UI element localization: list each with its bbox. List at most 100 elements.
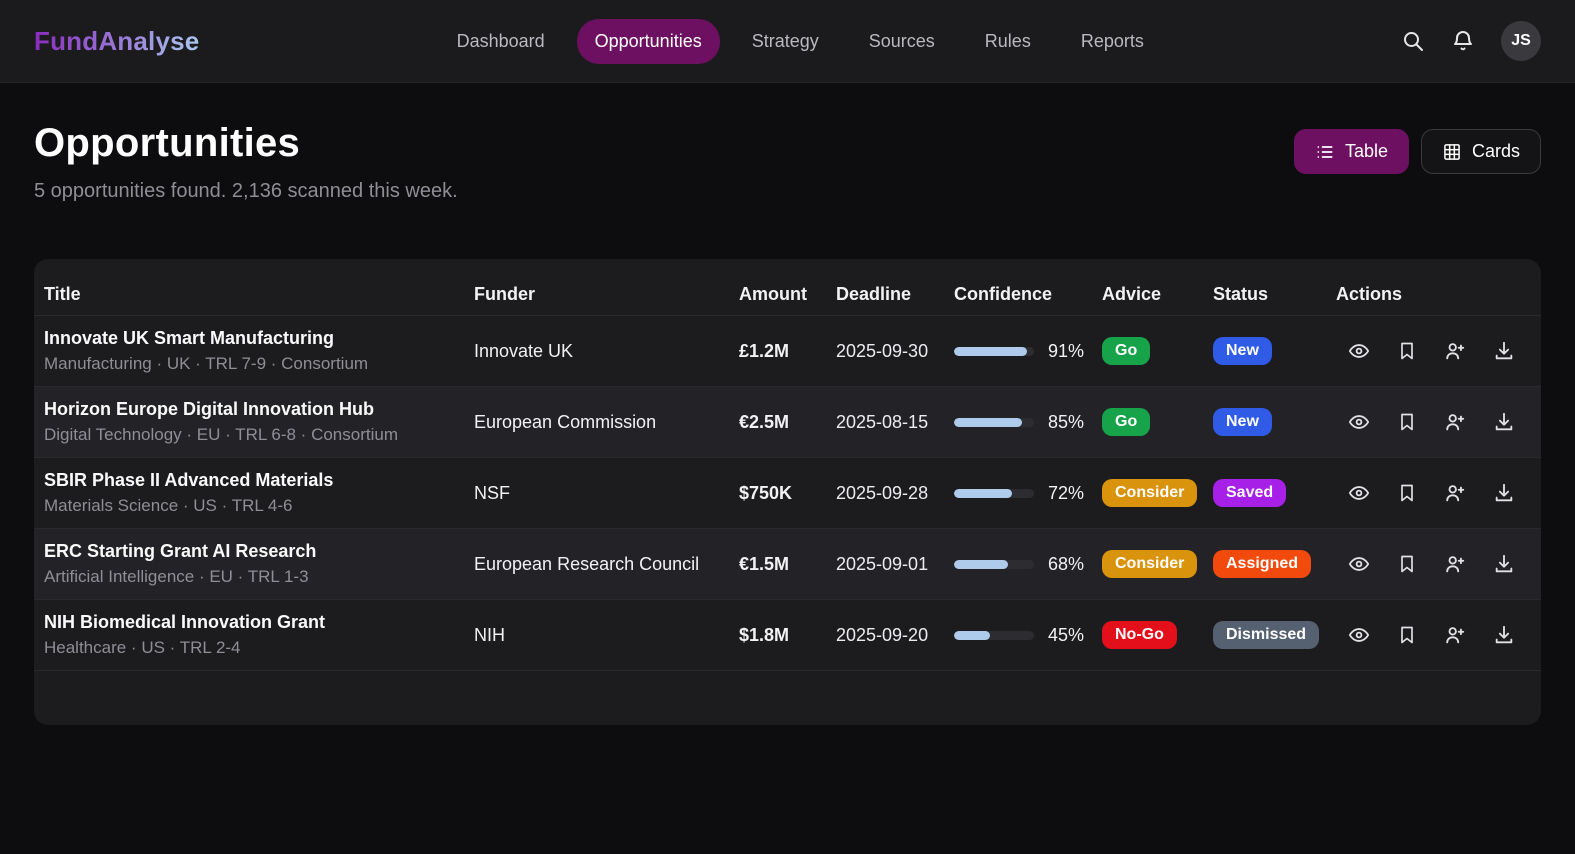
opportunity-title: NIH Biomedical Innovation Grant xyxy=(44,612,326,632)
deadline-date: 2025-09-20 xyxy=(836,624,929,645)
confidence-percent: 45% xyxy=(1048,624,1085,645)
download-button[interactable] xyxy=(1493,624,1515,646)
table-view-button[interactable]: Table xyxy=(1293,129,1409,174)
advice-badge: Consider xyxy=(1102,479,1198,507)
assign-user-button[interactable] xyxy=(1444,553,1466,575)
assign-user-button[interactable] xyxy=(1444,482,1466,504)
opportunity-title: Horizon Europe Digital Innovation Hub xyxy=(44,399,374,419)
page-subtitle: 5 opportunities found. 2,136 scanned thi… xyxy=(34,180,458,202)
table-row[interactable]: Horizon Europe Digital Innovation Hub Di… xyxy=(34,387,1541,458)
nav-item-dashboard[interactable]: Dashboard xyxy=(439,19,563,64)
bell-icon[interactable] xyxy=(1451,29,1475,53)
column-header-title: Title xyxy=(44,283,81,304)
funder-name: Innovate UK xyxy=(474,340,574,361)
download-button[interactable] xyxy=(1493,411,1515,433)
assign-user-button[interactable] xyxy=(1444,624,1466,646)
assign-user-button[interactable] xyxy=(1444,340,1466,362)
table-view-label: Table xyxy=(1344,141,1388,161)
funder-name: European Commission xyxy=(474,411,657,432)
confidence-percent: 72% xyxy=(1048,482,1085,503)
confidence-bar xyxy=(954,417,1034,427)
confidence-bar xyxy=(954,488,1034,498)
row-actions xyxy=(1326,411,1541,433)
opportunities-table: Title Funder Amount Deadline Confidence Advic… xyxy=(34,259,1541,725)
status-badge: New xyxy=(1213,408,1272,436)
download-button[interactable] xyxy=(1493,340,1515,362)
amount-value: $1.8M xyxy=(739,624,790,645)
funder-name: NIH xyxy=(474,624,505,645)
status-badge: Saved xyxy=(1213,479,1287,507)
deadline-date: 2025-09-30 xyxy=(836,340,929,361)
table-header-row: Title Funder Amount Deadline Confidence Advic… xyxy=(34,259,1541,316)
opportunity-meta: Materials Science · US · TRL 4-6 xyxy=(44,496,293,515)
column-header-funder: Funder xyxy=(474,283,535,304)
view-button[interactable] xyxy=(1348,624,1370,646)
row-actions xyxy=(1326,553,1541,575)
table-row[interactable]: ERC Starting Grant AI Research Artificia… xyxy=(34,529,1541,600)
top-navbar: FundAnalyse Dashboard Opportunities Strate… xyxy=(0,0,1575,83)
opportunity-title: SBIR Phase II Advanced Materials xyxy=(44,470,334,490)
view-button[interactable] xyxy=(1348,340,1370,362)
assign-user-button[interactable] xyxy=(1444,411,1466,433)
advice-badge: Consider xyxy=(1102,550,1198,578)
view-button[interactable] xyxy=(1348,411,1370,433)
download-button[interactable] xyxy=(1493,553,1515,575)
list-icon xyxy=(1315,142,1335,162)
advice-badge: No-Go xyxy=(1102,621,1177,649)
funder-name: European Research Council xyxy=(474,553,700,574)
status-badge: New xyxy=(1213,337,1272,365)
confidence-bar xyxy=(954,346,1034,356)
confidence-bar xyxy=(954,630,1034,640)
status-badge: Assigned xyxy=(1213,550,1312,578)
bookmark-button[interactable] xyxy=(1397,340,1417,362)
row-actions xyxy=(1326,340,1541,362)
confidence-percent: 68% xyxy=(1048,553,1085,574)
opportunity-meta: Digital Technology · EU · TRL 6-8 · Cons… xyxy=(44,425,398,444)
row-actions xyxy=(1326,624,1541,646)
opportunity-meta: Healthcare · US · TRL 2-4 xyxy=(44,638,241,657)
advice-badge: Go xyxy=(1102,337,1151,365)
amount-value: $750K xyxy=(739,482,793,503)
column-header-deadline: Deadline xyxy=(836,283,912,304)
confidence-bar xyxy=(954,559,1034,569)
nav-item-sources[interactable]: Sources xyxy=(851,19,953,64)
opportunity-meta: Manufacturing · UK · TRL 7-9 · Consortiu… xyxy=(44,354,369,373)
table-row[interactable]: NIH Biomedical Innovation Grant Healthca… xyxy=(34,600,1541,671)
page-title: Opportunities xyxy=(34,121,301,165)
amount-value: €1.5M xyxy=(739,553,790,574)
bookmark-button[interactable] xyxy=(1397,624,1417,646)
column-header-confidence: Confidence xyxy=(954,283,1053,304)
confidence-percent: 85% xyxy=(1048,411,1085,432)
nav-item-reports[interactable]: Reports xyxy=(1063,19,1162,64)
bookmark-button[interactable] xyxy=(1397,482,1417,504)
view-toggle: Table Cards xyxy=(1293,129,1541,174)
search-icon[interactable] xyxy=(1401,29,1425,53)
column-header-advice: Advice xyxy=(1102,283,1162,304)
column-header-status: Status xyxy=(1213,283,1269,304)
download-button[interactable] xyxy=(1493,482,1515,504)
grid-icon xyxy=(1442,142,1462,162)
table-row[interactable]: SBIR Phase II Advanced Materials Materia… xyxy=(34,458,1541,529)
view-button[interactable] xyxy=(1348,553,1370,575)
deadline-date: 2025-08-15 xyxy=(836,411,929,432)
opportunity-meta: Artificial Intelligence · EU · TRL 1-3 xyxy=(44,567,309,586)
main-nav: Dashboard Opportunities Strategy Sources Rul… xyxy=(199,18,1401,64)
avatar[interactable]: JS xyxy=(1501,21,1541,61)
deadline-date: 2025-09-01 xyxy=(836,553,929,574)
advice-badge: Go xyxy=(1102,408,1151,436)
cards-view-label: Cards xyxy=(1471,141,1520,161)
amount-value: €2.5M xyxy=(739,411,790,432)
table-row[interactable]: Innovate UK Smart Manufacturing Manufact… xyxy=(34,316,1541,387)
row-actions xyxy=(1326,482,1541,504)
deadline-date: 2025-09-28 xyxy=(836,482,929,503)
confidence-percent: 91% xyxy=(1048,340,1085,361)
funder-name: NSF xyxy=(474,482,510,503)
bookmark-button[interactable] xyxy=(1397,411,1417,433)
cards-view-button[interactable]: Cards xyxy=(1420,129,1541,174)
nav-item-opportunities[interactable]: Opportunities xyxy=(576,18,720,64)
bookmark-button[interactable] xyxy=(1397,553,1417,575)
nav-item-rules[interactable]: Rules xyxy=(967,19,1049,64)
nav-item-strategy[interactable]: Strategy xyxy=(734,19,837,64)
view-button[interactable] xyxy=(1348,482,1370,504)
column-header-amount: Amount xyxy=(739,283,807,304)
